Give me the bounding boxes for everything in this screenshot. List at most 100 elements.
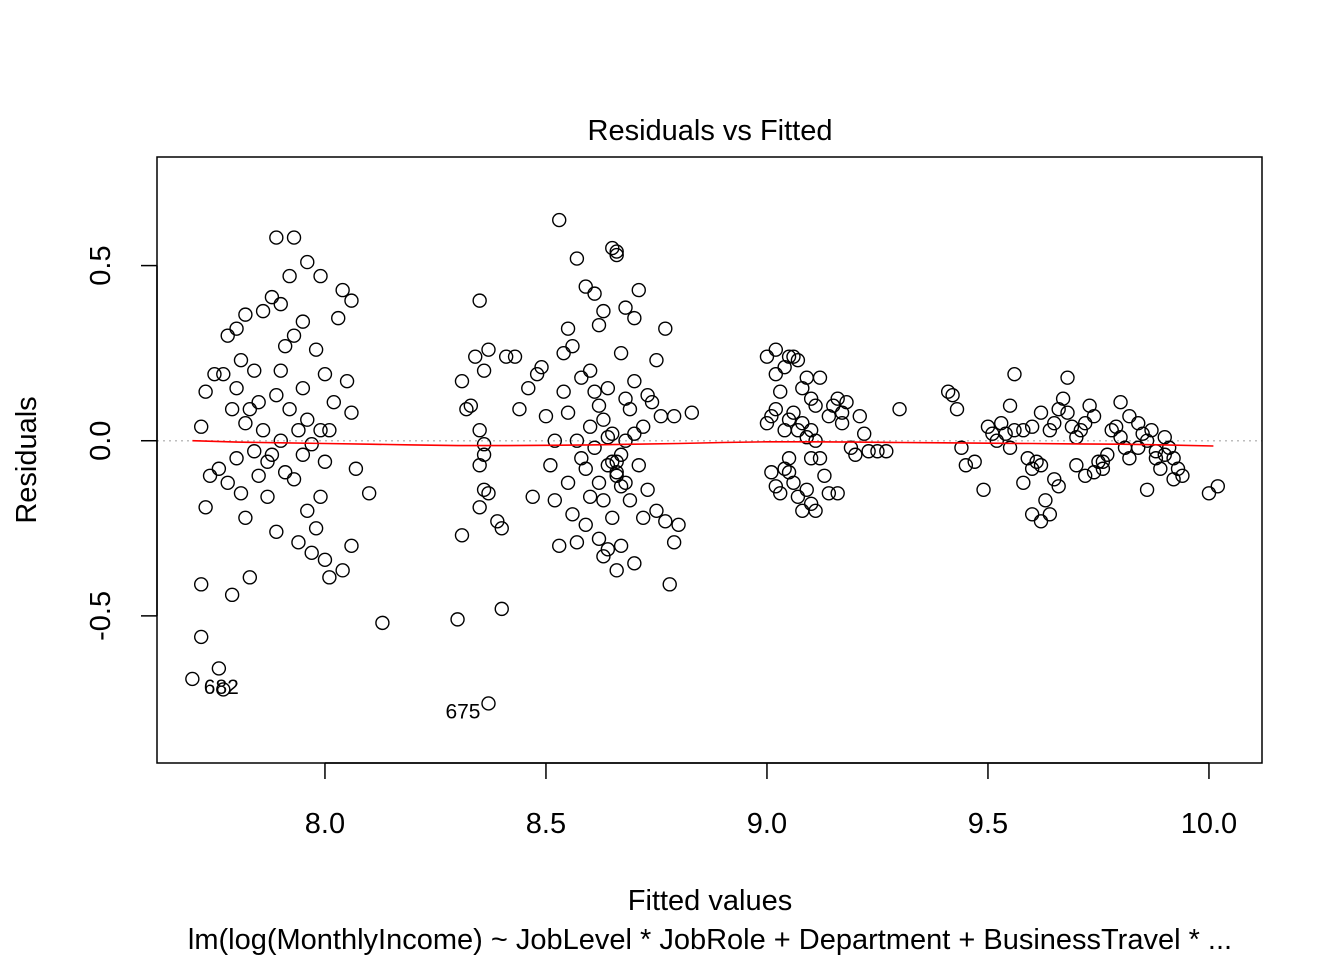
data-point — [247, 444, 262, 459]
data-point — [207, 366, 222, 382]
data-point — [596, 412, 611, 427]
data-point — [233, 352, 249, 368]
data-point — [295, 314, 311, 329]
data-point — [300, 412, 315, 427]
data-point — [627, 310, 642, 326]
data-point — [308, 342, 324, 357]
data-point — [454, 373, 470, 389]
data-point — [238, 307, 253, 322]
data-point — [1135, 426, 1150, 441]
data-point — [335, 563, 350, 578]
data-point — [220, 475, 235, 490]
data-point — [317, 552, 333, 568]
data-point — [591, 475, 607, 490]
data-point — [286, 472, 302, 487]
data-point — [463, 398, 479, 413]
data-point — [618, 433, 633, 448]
data-point — [291, 423, 306, 438]
data-point — [198, 500, 213, 515]
data-point — [264, 447, 280, 462]
data-point — [560, 321, 576, 336]
data-point — [1201, 486, 1217, 501]
data-point — [591, 317, 607, 333]
data-point — [808, 433, 823, 448]
data-point — [331, 310, 346, 326]
data-point — [242, 402, 258, 417]
data-point — [600, 430, 616, 445]
data-point — [1153, 461, 1168, 476]
data-point — [507, 349, 523, 364]
data-point — [459, 402, 474, 417]
data-point — [587, 440, 602, 455]
data-point — [375, 615, 390, 631]
data-point — [216, 682, 231, 697]
data-point — [313, 489, 328, 504]
data-point — [989, 433, 1004, 448]
data-point — [786, 349, 801, 364]
data-point — [649, 352, 664, 368]
data-point — [578, 279, 593, 294]
data-point — [1077, 416, 1093, 431]
data-point — [304, 545, 319, 561]
data-point — [255, 303, 271, 319]
data-point — [609, 244, 624, 259]
y-tick-label: 0.0 — [85, 421, 117, 461]
data-point — [640, 482, 655, 497]
data-point — [627, 556, 642, 571]
data-point — [1122, 409, 1137, 424]
data-point — [967, 454, 982, 469]
data-point — [857, 426, 872, 441]
data-point — [481, 342, 496, 357]
x-tick-label: 8.0 — [305, 808, 345, 840]
data-point — [255, 423, 271, 438]
data-point — [631, 458, 646, 473]
data-point — [803, 451, 819, 466]
data-point — [1029, 454, 1044, 469]
data-point — [591, 398, 607, 413]
chart-title: Residuals vs Fitted — [588, 115, 833, 147]
data-point — [596, 303, 611, 319]
x-tick-label: 10.0 — [1181, 808, 1237, 840]
data-point — [1073, 423, 1088, 438]
data-point — [653, 409, 669, 424]
data-point — [768, 342, 783, 357]
data-point — [998, 426, 1013, 441]
outlier-label-682: 682 — [204, 676, 239, 699]
data-point — [976, 482, 991, 497]
data-point — [1024, 461, 1040, 476]
data-point — [521, 380, 536, 396]
data-point — [861, 444, 876, 459]
data-point — [1095, 461, 1111, 476]
data-point — [596, 549, 611, 564]
data-point — [1042, 507, 1058, 522]
data-point — [211, 461, 227, 476]
data-point — [773, 384, 788, 399]
data-point — [300, 503, 315, 518]
data-point — [476, 482, 492, 497]
x-axis: 8.0 8.5 9.0 9.5 10.0 — [305, 762, 1237, 840]
data-point — [591, 531, 607, 547]
data-point — [198, 384, 213, 399]
data-point — [1033, 405, 1049, 420]
data-point — [286, 328, 302, 343]
data-point — [848, 447, 863, 462]
data-point — [940, 384, 956, 399]
data-point — [1051, 402, 1066, 417]
data-point — [578, 461, 593, 476]
data-point — [317, 454, 333, 469]
data-point — [361, 486, 377, 501]
data-point — [565, 507, 580, 522]
y-tick-label: 0.5 — [85, 245, 117, 285]
data-point — [229, 321, 244, 336]
data-point — [300, 254, 315, 270]
data-point — [945, 387, 960, 403]
data-point — [587, 286, 602, 301]
data-point — [291, 535, 306, 550]
data-point — [839, 395, 854, 410]
data-point — [335, 282, 350, 298]
data-point — [892, 402, 907, 417]
data-point — [1175, 468, 1190, 483]
data-point — [671, 517, 686, 533]
outlier-label-675: 675 — [445, 700, 480, 723]
data-point — [1051, 479, 1066, 494]
